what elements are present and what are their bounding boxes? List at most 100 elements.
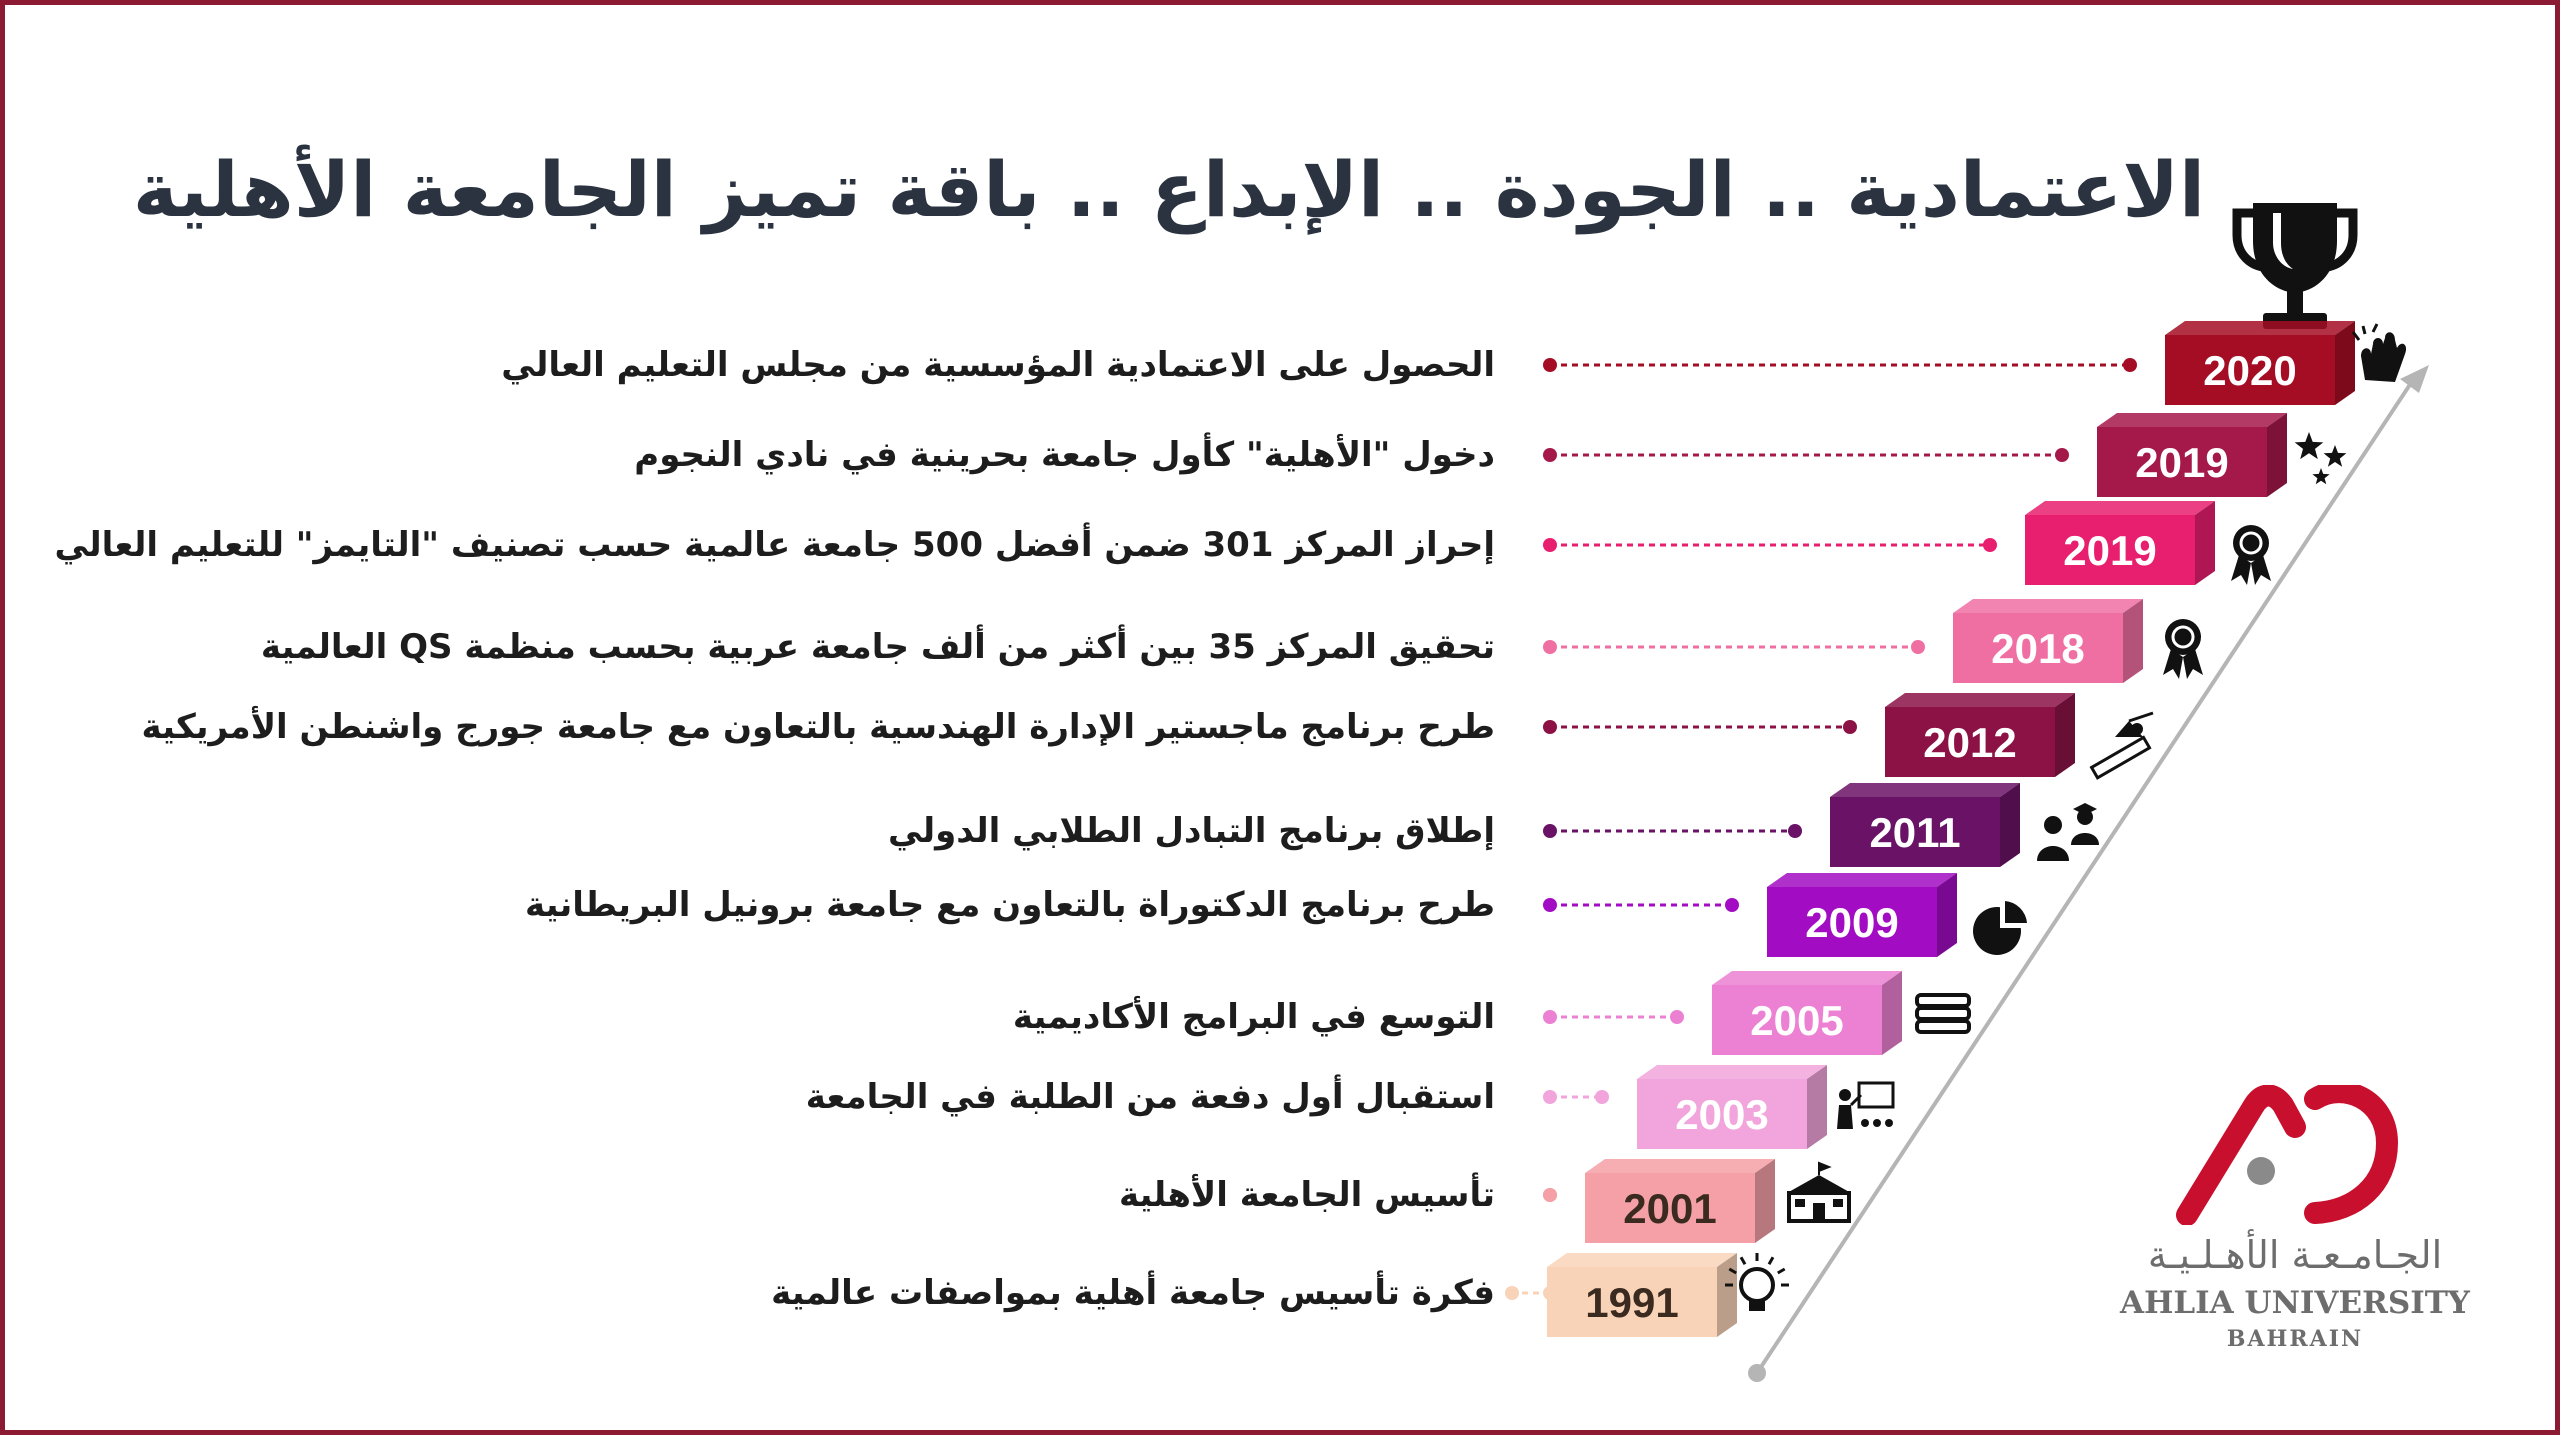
timeline-step: 2001 [1543, 1159, 1775, 1243]
connector-dot [2123, 358, 2137, 372]
connector-dot [1543, 1010, 1557, 1024]
step-top-face [2097, 413, 2287, 427]
step-year: 2011 [1869, 809, 1960, 856]
step-side-face [1755, 1159, 1775, 1243]
connector-dot [1911, 640, 1925, 654]
logo-english-name: AHLIA UNIVERSITY [2120, 1285, 2470, 1321]
connector-dot [1543, 640, 1557, 654]
step-year: 2001 [1623, 1185, 1716, 1232]
connector-dot [1543, 720, 1557, 734]
connector-dot [1983, 538, 1997, 552]
step-side-face [1882, 971, 1902, 1055]
timeline-item-label: طرح برنامج الدكتوراة بالتعاون مع جامعة ب… [525, 885, 1495, 925]
ahlia-logo-icon [2176, 1085, 2399, 1225]
timeline-step: 2019 [1543, 413, 2287, 497]
connector-dot [1788, 824, 1802, 838]
connector-dot [1543, 898, 1557, 912]
step-top-face [1585, 1159, 1775, 1173]
connector-dot [1595, 1090, 1609, 1104]
step-year: 1991 [1585, 1279, 1678, 1326]
connector-dot [1543, 358, 1557, 372]
lightbulb-icon [1725, 1253, 1789, 1311]
step-front-face [1585, 1173, 1755, 1243]
step-side-face [2123, 599, 2143, 683]
logo-country: BAHRAIN [2226, 1326, 2364, 1352]
stars-icon [2294, 432, 2347, 485]
step-top-face [1830, 783, 2020, 797]
step-side-face [2267, 413, 2287, 497]
step-front-face [1885, 707, 2055, 777]
step-top-face [2025, 501, 2215, 515]
timeline-item-label: إطلاق برنامج التبادل الطلابي الدولي [887, 811, 1495, 851]
connector-dot [2055, 448, 2069, 462]
step-front-face [1830, 797, 2000, 867]
timeline-step: 2019 [1543, 501, 2215, 585]
step-top-face [1953, 599, 2143, 613]
step-side-face [2195, 501, 2215, 585]
step-front-face [1547, 1267, 1717, 1337]
engineering-tools-icon [2089, 711, 2154, 780]
step-front-face [1637, 1079, 1807, 1149]
step-top-face [1637, 1065, 1827, 1079]
step-front-face [2165, 335, 2335, 405]
step-year: 2018 [1991, 625, 2084, 672]
timeline-item-label: طرح برنامج ماجستير الإدارة الهندسية بالت… [141, 707, 1495, 747]
timeline-icons [1725, 323, 2407, 1311]
logo-arabic-name: الجـامـعـة الأهـلـيـة [2147, 1233, 2443, 1277]
timeline-item-label: تأسيس الجامعة الأهلية [1118, 1175, 1495, 1215]
timeline-item-label: الحصول على الاعتمادية المؤسسية من مجلس ا… [501, 345, 1495, 385]
step-top-face [1885, 693, 2075, 707]
timeline-item-label: استقبال أول دفعة من الطلبة في الجامعة [805, 1077, 1495, 1117]
step-front-face [2025, 515, 2195, 585]
step-top-face [1767, 873, 1957, 887]
step-top-face [2165, 321, 2355, 335]
connector-dot [1670, 1010, 1684, 1024]
connector-dot [1543, 448, 1557, 462]
timeline-item-label: فكرة تأسيس جامعة أهلية بمواصفات عالمية [771, 1273, 1495, 1313]
step-front-face [2097, 427, 2267, 497]
timeline-step: 2018 [1543, 599, 2143, 683]
step-year: 2009 [1805, 899, 1898, 946]
step-side-face [2335, 321, 2355, 405]
timeline-item-label: دخول "الأهلية" كأول جامعة بحرينية في ناد… [634, 435, 1495, 475]
step-year: 2005 [1750, 997, 1843, 1044]
step-front-face [1712, 985, 1882, 1055]
timeline-step: 2009 [1543, 873, 1957, 957]
timeline-step: 2005 [1543, 971, 1902, 1055]
connector-dot [1505, 1286, 1519, 1300]
connector-dot [1725, 898, 1739, 912]
timeline-step: 2020 [1543, 321, 2355, 405]
timeline-step: 2012 [1543, 693, 2075, 777]
timeline-stairs: 2020 2019 2019 2018 2012 2011 2009 2005 2003 2001… [1505, 321, 2429, 1382]
award-ribbon-icon [2163, 619, 2203, 679]
step-front-face [1767, 887, 1937, 957]
step-year: 2019 [2063, 527, 2156, 574]
step-year: 2020 [2203, 347, 2296, 394]
step-side-face [1717, 1253, 1737, 1337]
classroom-icon [1837, 1081, 1895, 1129]
timeline-item-label: التوسع في البرامج الأكاديمية [1012, 997, 1495, 1037]
timeline-step: 2003 [1543, 1065, 1827, 1149]
timeline-item-label: إحراز المركز 301 ضمن أفضل 500 جامعة عالم… [54, 525, 1495, 565]
step-front-face [1953, 613, 2123, 683]
connector-dot [1543, 1090, 1557, 1104]
timeline-step: 2011 [1543, 783, 2020, 867]
clapping-hands-icon [2351, 323, 2407, 382]
school-building-icon [1787, 1161, 1851, 1223]
diagonal-arrow [1748, 365, 2429, 1382]
step-year: 2003 [1675, 1091, 1768, 1138]
step-side-face [2000, 783, 2020, 867]
step-side-face [2055, 693, 2075, 777]
step-top-face [1547, 1253, 1737, 1267]
pie-chart-icon [1973, 901, 2027, 955]
connector-dot [1543, 824, 1557, 838]
books-icon [1915, 993, 1971, 1034]
step-side-face [1937, 873, 1957, 957]
timeline-step: 1991 [1505, 1253, 1737, 1337]
award-ribbon-icon [2231, 525, 2271, 585]
connector-dot [1843, 720, 1857, 734]
step-side-face [1807, 1065, 1827, 1149]
step-top-face [1712, 971, 1902, 985]
timeline-item-label: تحقيق المركز 35 بين أكثر من ألف جامعة عر… [260, 627, 1495, 667]
